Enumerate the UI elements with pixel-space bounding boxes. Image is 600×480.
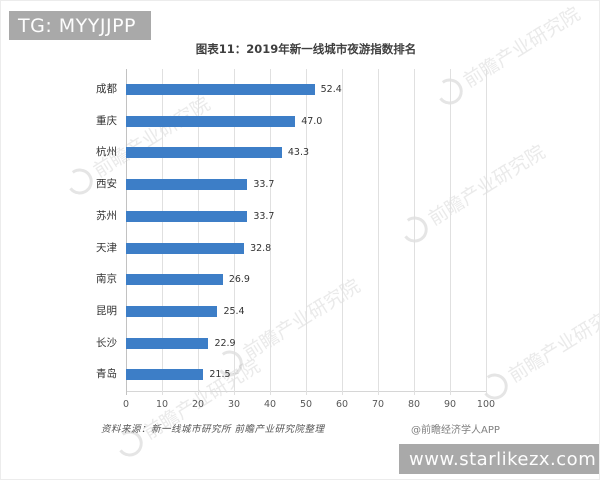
gridline [450,69,451,395]
value-label: 22.9 [214,337,236,349]
category-label: 西安 [96,178,117,191]
category-label: 杭州 [96,146,117,159]
credit-note: @前瞻经济学人APP [411,425,500,436]
value-label: 21.5 [209,369,231,381]
plot-area: 0 10 20 30 40 50 60 70 80 90 100 成都 52.4 重庆 47.0 杭州 43.3… [96,69,495,410]
x-axis-tick-label: 40 [263,399,277,410]
category-label: 青岛 [96,368,117,381]
bar-row: 西安 33.7 [96,179,486,191]
gridline [306,69,307,395]
bar-row: 青岛 21.5 [96,369,486,381]
bar-row: 重庆 47.0 [96,115,486,127]
bar-row: 天津 32.8 [96,242,486,254]
x-axis-tick-label: 80 [407,399,421,410]
bar [126,179,248,191]
value-label: 25.4 [223,305,245,317]
gridline [342,69,343,395]
category-label: 成都 [96,83,117,95]
watermark-logo-icon [64,166,95,196]
x-axis-tick-label: 70 [371,399,385,410]
value-label: 43.3 [287,147,310,159]
x-axis-tick-label: 10 [155,399,169,410]
category-label: 长沙 [96,336,117,349]
bar-row: 苏州 33.7 [96,210,486,222]
x-axis-tick-label: 100 [476,399,496,410]
category-label: 南京 [96,273,117,286]
x-axis-tick-label: 0 [122,399,130,410]
category-label: 昆明 [96,304,117,317]
bar [126,274,223,286]
bar-row: 成都 52.4 [96,84,486,95]
chart-title: 图表11：2019年新一线城市夜游指数排名 [195,42,417,56]
bar [126,115,296,127]
watermark-text: 前瞻产业研究院 [504,297,600,388]
source-note: 资料来源：新一线城市研究所 前瞻产业研究院整理 [101,424,325,435]
bottom-banner: www.starlikezx.com [399,444,599,474]
value-label: 26.9 [228,274,250,286]
x-axis-tick-label: 60 [335,399,349,410]
bar [126,305,218,317]
bar [126,337,209,349]
gridline [270,69,271,395]
category-label: 天津 [96,241,117,254]
gridline [162,69,163,395]
bar [126,147,282,159]
bar-row: 长沙 22.9 [96,337,486,349]
top-banner: TG: MYYJJPP [9,11,151,40]
bar [126,210,248,222]
bar [126,84,315,95]
watermark: 前瞻产业研究院 [476,295,600,405]
gridline [414,69,415,395]
x-axis-tick-label: 30 [227,399,241,410]
value-label: 47.0 [301,115,323,127]
category-label: 苏州 [96,209,117,222]
gridline [234,69,235,395]
value-label: 32.8 [250,242,272,254]
x-axis-tick-label: 90 [443,399,457,410]
category-label: 重庆 [96,114,117,127]
bar [126,242,245,254]
x-axis-tick-label: 20 [191,399,205,410]
gridline [486,69,487,395]
value-label: 33.7 [253,179,275,191]
gridline [378,69,379,395]
value-label: 52.4 [320,84,342,95]
bar-row: 南京 26.9 [96,274,486,286]
gridline [126,69,127,395]
bar [126,369,204,381]
bar-row: 杭州 43.3 [96,147,486,159]
bar-row: 昆明 25.4 [96,305,486,317]
gridline [198,69,199,395]
x-axis-tick-label: 50 [299,399,313,410]
value-label: 33.7 [253,210,275,222]
